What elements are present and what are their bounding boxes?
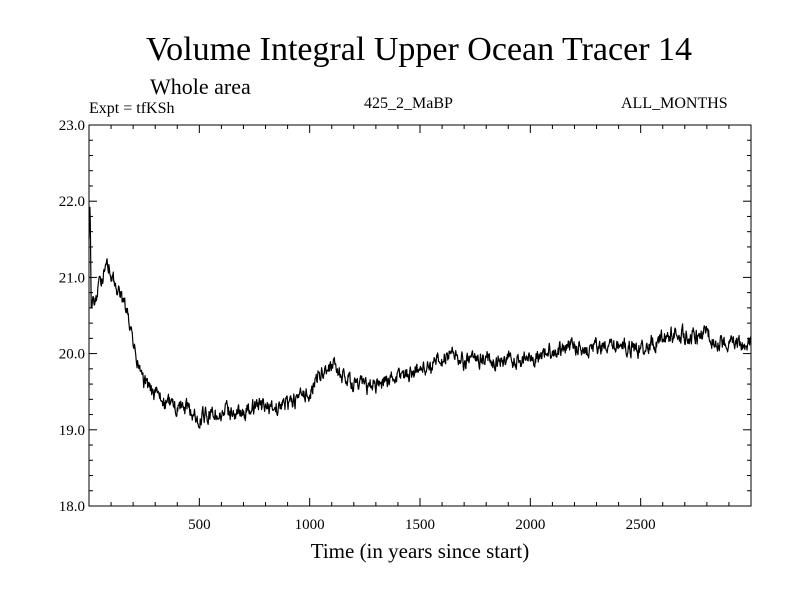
- chart-title: Volume Integral Upper Ocean Tracer 14: [145, 31, 693, 68]
- y-tick-label: 22.0: [59, 194, 85, 210]
- x-axis-label: Time (in years since start): [311, 539, 530, 563]
- x-tick-label: 500: [188, 517, 211, 533]
- y-tick-label: 23.0: [59, 118, 85, 134]
- experiment-label: Expt = tfKSh: [89, 100, 175, 117]
- x-tick-label: 1000: [295, 517, 325, 533]
- y-tick-label: 18.0: [59, 499, 85, 515]
- axis-ticks: [89, 124, 751, 507]
- plot-frame: [88, 124, 752, 507]
- run-label: 425_2_MaBP: [364, 95, 453, 112]
- y-tick-label: 20.0: [59, 347, 85, 363]
- series-group: [88, 206, 752, 429]
- x-tick-label: 2500: [626, 517, 656, 533]
- y-tick-label: 21.0: [59, 270, 85, 286]
- tick-labels: 500 1000 1500 2000 2500 18.0 19.0 20.0 21.0 22.0 2…: [59, 118, 656, 533]
- series-line: [88, 206, 752, 429]
- chart-subtitle: Whole area: [150, 74, 251, 99]
- season-label: ALL_MONTHS: [621, 95, 728, 112]
- y-tick-label: 19.0: [59, 423, 85, 439]
- x-tick-label: 2000: [515, 517, 545, 533]
- x-tick-label: 1500: [405, 517, 435, 533]
